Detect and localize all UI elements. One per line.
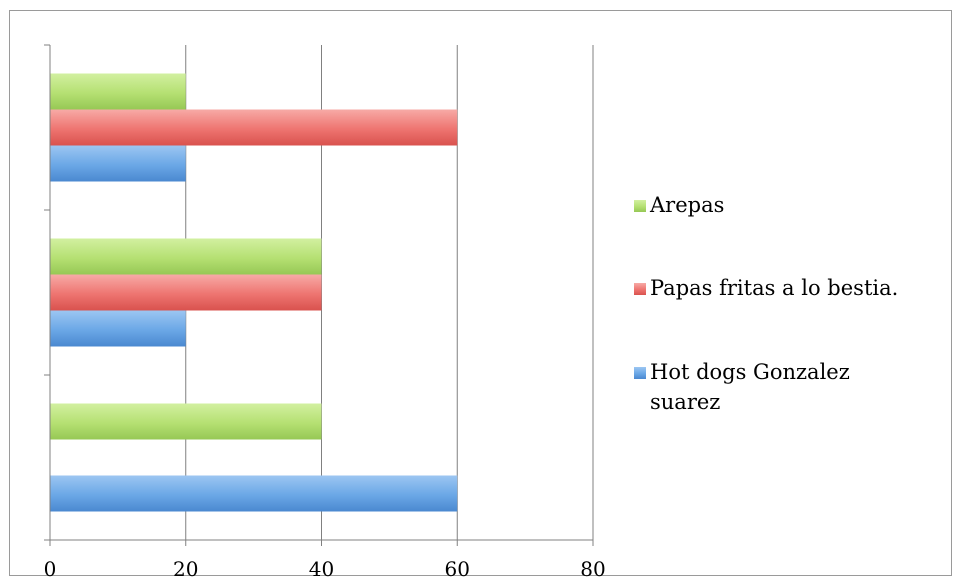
bars-layer xyxy=(50,73,458,512)
legend-label-1: Papas fritas a lo bestia. xyxy=(650,276,898,300)
bar-hot-dogs-gonzalez-suarez-cat-3 xyxy=(50,145,186,182)
legend-swatch-0 xyxy=(634,367,646,379)
bar-arepas-cat-1 xyxy=(50,403,322,440)
legend-label-line-0: Hot dogs Gonzalez xyxy=(650,360,850,384)
legend-swatch-1 xyxy=(634,283,646,295)
bar-hot-dogs-gonzalez-suarez-cat-2 xyxy=(50,310,186,347)
legend-label-line-1: suarez xyxy=(650,390,720,414)
bar-papas-fritas-a-lo-bestia-cat-2 xyxy=(50,274,322,311)
bar-arepas-cat-3 xyxy=(50,73,186,110)
legend-swatch-2 xyxy=(634,200,646,212)
x-tick-label-40: 40 xyxy=(309,557,334,581)
x-tick-label-80: 80 xyxy=(580,557,605,581)
x-tick-label-60: 60 xyxy=(445,557,470,581)
bar-hot-dogs-gonzalez-suarez-cat-1 xyxy=(50,475,458,512)
bar-papas-fritas-a-lo-bestia-cat-3 xyxy=(50,109,458,146)
axis-layer: 0 20 40 60 80 xyxy=(44,44,606,581)
legend: Hot dogs Gonzalez suarez Papas fritas a lo… xyxy=(634,193,898,414)
x-tick-label-0: 0 xyxy=(44,557,57,581)
bar-arepas-cat-2 xyxy=(50,238,322,275)
legend-label-2: Arepas xyxy=(649,193,724,217)
x-tick-label-20: 20 xyxy=(173,557,198,581)
legend-label-0: Hot dogs Gonzalez suarez xyxy=(650,360,850,414)
